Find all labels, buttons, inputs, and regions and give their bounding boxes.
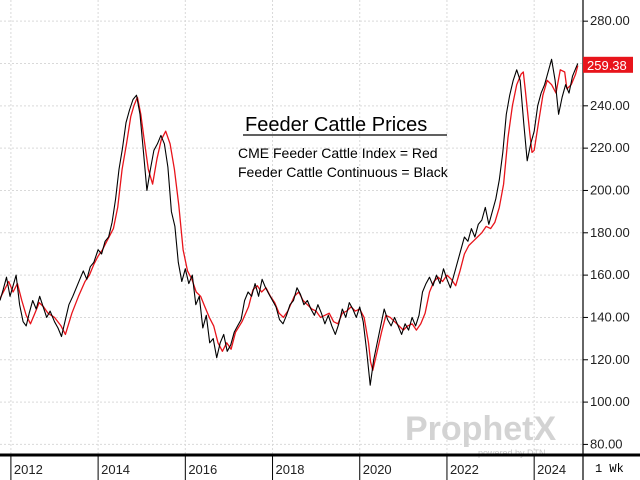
x-tick-label: 2020 <box>363 462 392 477</box>
x-tick-label: 2012 <box>14 462 43 477</box>
period-label[interactable]: 1 Wk <box>595 462 624 476</box>
x-tick-label: 2022 <box>450 462 479 477</box>
y-tick-label: 100.00 <box>590 394 630 409</box>
y-tick-label: 160.00 <box>590 267 630 282</box>
last-price-tag-background <box>583 56 633 73</box>
y-tick-label: 220.00 <box>590 140 630 155</box>
watermark: ProphetX powered by DTN <box>405 410 556 458</box>
legend-continuous: Feeder Cattle Continuous = Black <box>238 164 449 180</box>
x-tick-label: 2014 <box>101 462 130 477</box>
x-tick-label: 2016 <box>188 462 217 477</box>
last-price-label: 259.38 <box>587 58 627 73</box>
watermark-sub: powered by DTN <box>478 448 546 458</box>
y-tick-label: 80.00 <box>590 436 623 451</box>
x-tick-label: 2018 <box>276 462 305 477</box>
watermark-brand: ProphetX <box>405 410 556 448</box>
series-group <box>0 58 579 386</box>
y-tick-label: 180.00 <box>590 225 630 240</box>
series-line-continuous <box>0 58 579 386</box>
grid <box>0 0 583 455</box>
y-tick-label: 280.00 <box>590 13 630 28</box>
x-tick-label: 2024 <box>537 462 566 477</box>
last-price-tag: 259.38 <box>583 56 633 73</box>
legend-index: CME Feeder Cattle Index = Red <box>238 145 438 161</box>
y-tick-label: 240.00 <box>590 98 630 113</box>
y-tick-label: 140.00 <box>590 309 630 324</box>
chart-title: Feeder Cattle Prices <box>245 114 427 136</box>
y-tick-label: 120.00 <box>590 352 630 367</box>
y-tick-label: 200.00 <box>590 182 630 197</box>
